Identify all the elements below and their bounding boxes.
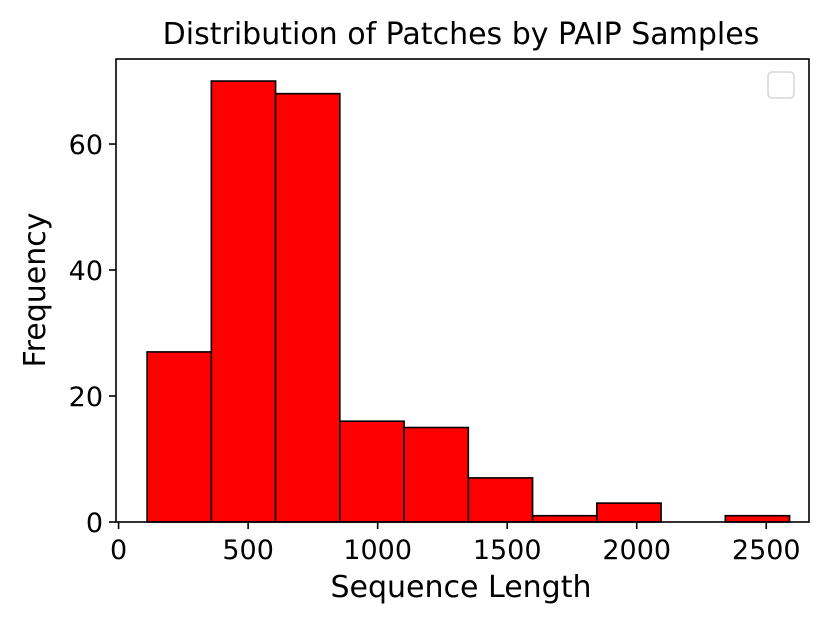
histogram-bar-1: [210, 80, 277, 523]
histogram-bar-5: [467, 477, 534, 523]
x-tick-label: 2000: [602, 535, 671, 566]
histogram-bar-3: [339, 420, 405, 523]
x-tick-label: 0: [110, 535, 127, 566]
y-tick-label: 20: [69, 382, 103, 413]
x-tick-label: 1500: [473, 535, 542, 566]
y-tick-label: 60: [69, 130, 103, 161]
plot-frame: [115, 58, 810, 523]
histogram-bar-2: [274, 92, 341, 523]
y-tick-label: 0: [86, 508, 103, 539]
x-tick-label: 1000: [343, 535, 412, 566]
histogram-bar-9: [724, 514, 791, 523]
histogram-bar-4: [403, 426, 470, 523]
x-axis-label: Sequence Length: [331, 570, 592, 605]
x-tick-label: 2500: [732, 535, 801, 566]
y-tick-label: 40: [69, 256, 103, 287]
chart-title: Distribution of Patches by PAIP Samples: [163, 17, 760, 52]
histogram-bar-6: [531, 514, 598, 523]
x-tick-label: 500: [222, 535, 274, 566]
y-axis-label: Frequency: [18, 213, 53, 368]
x-axis-ticks: 0 500 1000 1500 2000 2500: [110, 522, 801, 566]
histogram-bar-7: [596, 502, 662, 523]
legend-box: [767, 71, 795, 99]
y-axis-ticks: 0 20 40 60: [69, 130, 116, 539]
bars-group: [146, 80, 791, 523]
histogram-bar-0: [146, 351, 213, 523]
